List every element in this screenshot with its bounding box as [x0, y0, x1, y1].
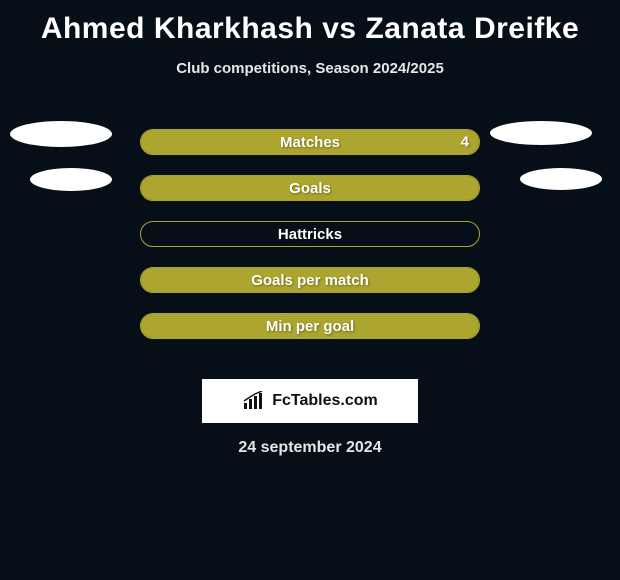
- page-title: Ahmed Kharkhash vs Zanata Dreifke: [0, 0, 620, 46]
- bar-min-per-goal: Min per goal: [140, 313, 480, 339]
- bar-value-matches: 4: [461, 134, 469, 151]
- stat-row-goals-per-match: Goals per match: [0, 257, 620, 303]
- stat-row-goals: Goals: [0, 165, 620, 211]
- chart-icon: [242, 391, 266, 411]
- date-label: 24 september 2024: [0, 439, 620, 457]
- comparison-chart: Matches 4 Goals Hattricks Goals per matc…: [0, 119, 620, 369]
- bar-goals-per-match: Goals per match: [140, 267, 480, 293]
- bar-label-matches: Matches: [280, 134, 340, 151]
- bar-label-goals-per-match: Goals per match: [251, 272, 369, 289]
- stat-row-min-per-goal: Min per goal: [0, 303, 620, 349]
- stat-row-matches: Matches 4: [0, 119, 620, 165]
- logo-text: FcTables.com: [272, 392, 378, 410]
- logo: FcTables.com: [242, 391, 378, 411]
- bar-hattricks: Hattricks: [140, 221, 480, 247]
- subtitle: Club competitions, Season 2024/2025: [0, 60, 620, 77]
- stat-row-hattricks: Hattricks: [0, 211, 620, 257]
- bar-goals: Goals: [140, 175, 480, 201]
- bar-label-goals: Goals: [289, 180, 331, 197]
- logo-box: FcTables.com: [202, 379, 418, 423]
- bar-matches: Matches 4: [140, 129, 480, 155]
- bar-label-min-per-goal: Min per goal: [266, 318, 354, 335]
- bar-label-hattricks: Hattricks: [278, 226, 342, 243]
